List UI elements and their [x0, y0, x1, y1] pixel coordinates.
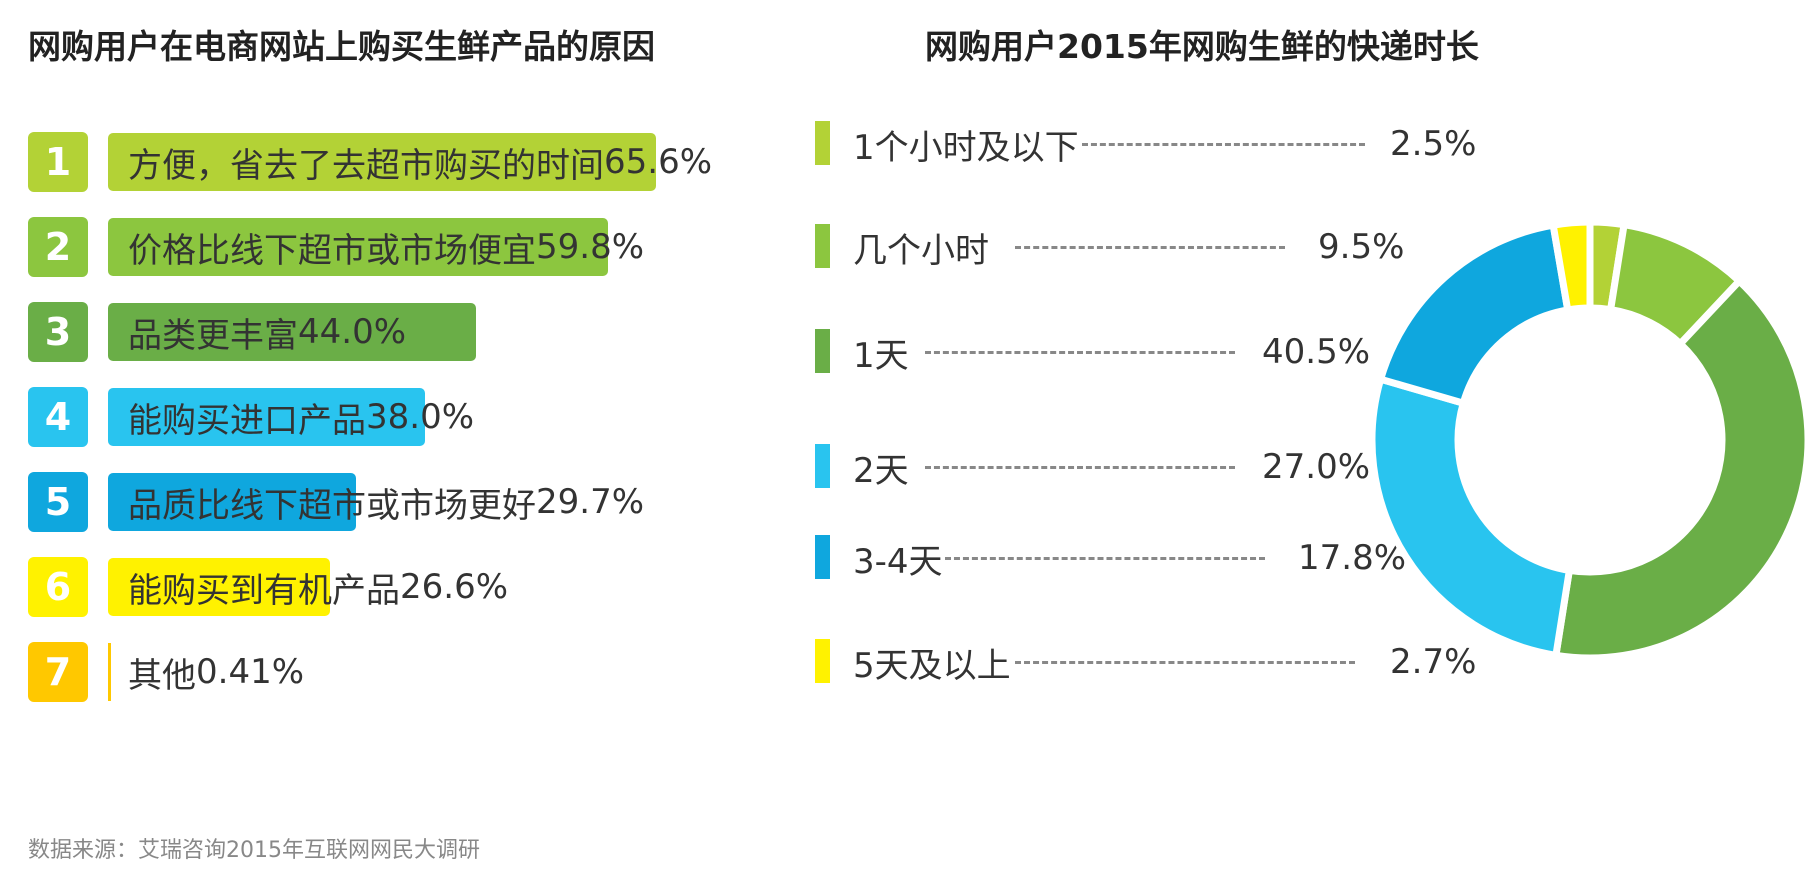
legend-item: 5天及以上 2.7%	[815, 637, 1515, 687]
legend-value: 17.8%	[1298, 538, 1407, 578]
bar-label: 价格比线下超市或市场便宜 59.8%	[128, 217, 644, 277]
legend-swatch	[815, 444, 830, 488]
value-label: 65.6%	[604, 142, 713, 182]
bar-label: 品质比线下超市或市场更好 29.7%	[128, 472, 644, 532]
bar-row: 1 方便，省去了去超市购买的时间 65.6%	[0, 132, 760, 194]
bar	[108, 218, 608, 276]
legend-item: 1个小时及以下 2.5%	[815, 119, 1515, 169]
value-label: 29.7%	[536, 482, 645, 522]
category-label: 品质比线下超市或市场更好	[128, 485, 536, 526]
legend-item: 2天 27.0%	[815, 442, 1515, 492]
legend-label: 3-4天	[853, 541, 943, 582]
category-label: 价格比线下超市或市场便宜	[128, 230, 536, 271]
bar-row: 5 品质比线下超市或市场更好 29.7%	[0, 472, 760, 534]
bar-label: 能购买进口产品 38.0%	[128, 387, 474, 447]
bar-row: 6 能购买到有机产品 26.6%	[0, 557, 760, 619]
leader-line	[1082, 143, 1365, 146]
legend-swatch	[815, 639, 830, 683]
legend-value: 9.5%	[1318, 227, 1405, 267]
left-chart-title: 网购用户在电商网站上购买生鲜产品的原因	[28, 27, 655, 66]
bar-row: 3 品类更丰富 44.0%	[0, 302, 760, 364]
bar	[108, 558, 331, 616]
leader-line	[1015, 246, 1285, 249]
bar	[108, 133, 656, 191]
legend-value: 27.0%	[1262, 447, 1371, 487]
value-label: 0.41%	[196, 652, 305, 692]
leader-line	[925, 351, 1235, 354]
bar-label: 能购买到有机产品 26.6%	[128, 557, 508, 617]
legend-value: 2.7%	[1390, 642, 1477, 682]
category-label: 方便，省去了去超市购买的时间	[128, 145, 604, 186]
bar	[108, 388, 426, 446]
donut-slice	[1368, 374, 1574, 660]
bar	[108, 303, 476, 361]
rank-badge: 2	[28, 217, 88, 277]
value-label: 59.8%	[536, 227, 645, 267]
rank-badge: 7	[28, 642, 88, 702]
source-note: 数据来源：艾瑞咨询2015年互联网网民大调研	[28, 838, 480, 863]
legend-swatch	[815, 121, 830, 165]
category-label: 品类更丰富	[128, 315, 298, 356]
category-label: 能购买到有机产品	[128, 570, 400, 611]
rank-badge: 3	[28, 302, 88, 362]
donut-slice	[1551, 276, 1807, 662]
bar-label: 方便，省去了去超市购买的时间 65.6%	[128, 132, 712, 192]
legend-item: 几个小时 9.5%	[815, 222, 1515, 272]
bar-row: 2 价格比线下超市或市场便宜 59.8%	[0, 217, 760, 279]
legend-label: 2天	[853, 450, 909, 491]
leader-line	[1015, 661, 1355, 664]
bar-label: 品类更丰富 44.0%	[128, 302, 406, 362]
legend-swatch	[815, 224, 830, 268]
donut-slice	[1376, 221, 1572, 408]
category-label: 其他	[128, 655, 196, 696]
rank-badge: 6	[28, 557, 88, 617]
rank-badge: 5	[28, 472, 88, 532]
leader-line	[945, 557, 1265, 560]
rank-badge: 1	[28, 132, 88, 192]
bar	[108, 643, 111, 701]
donut-slice	[1549, 218, 1594, 314]
leader-line	[925, 466, 1235, 469]
bar-row: 7 其他 0.41%	[0, 642, 760, 704]
legend-label: 几个小时	[853, 230, 989, 271]
legend-swatch	[815, 535, 830, 579]
legend-label: 1个小时及以下	[853, 127, 1079, 168]
rank-badge: 4	[28, 387, 88, 447]
category-label: 能购买进口产品	[128, 400, 366, 441]
legend-swatch	[815, 329, 830, 373]
bar	[108, 473, 357, 531]
legend-value: 40.5%	[1262, 332, 1371, 372]
legend-value: 2.5%	[1390, 124, 1477, 164]
legend-label: 1天	[853, 335, 909, 376]
value-label: 26.6%	[400, 567, 509, 607]
value-label: 44.0%	[298, 312, 407, 352]
legend-item: 3-4天 17.8%	[815, 533, 1515, 583]
legend-label: 5天及以上	[853, 645, 1011, 686]
legend-item: 1天 40.5%	[815, 327, 1515, 377]
bar-label: 其他 0.41%	[128, 642, 304, 702]
value-label: 38.0%	[366, 397, 475, 437]
bar-row: 4 能购买进口产品 38.0%	[0, 387, 760, 449]
delivery-time-donut-chart	[1368, 218, 1807, 662]
right-chart-title: 网购用户2015年网购生鲜的快递时长	[925, 27, 1479, 66]
